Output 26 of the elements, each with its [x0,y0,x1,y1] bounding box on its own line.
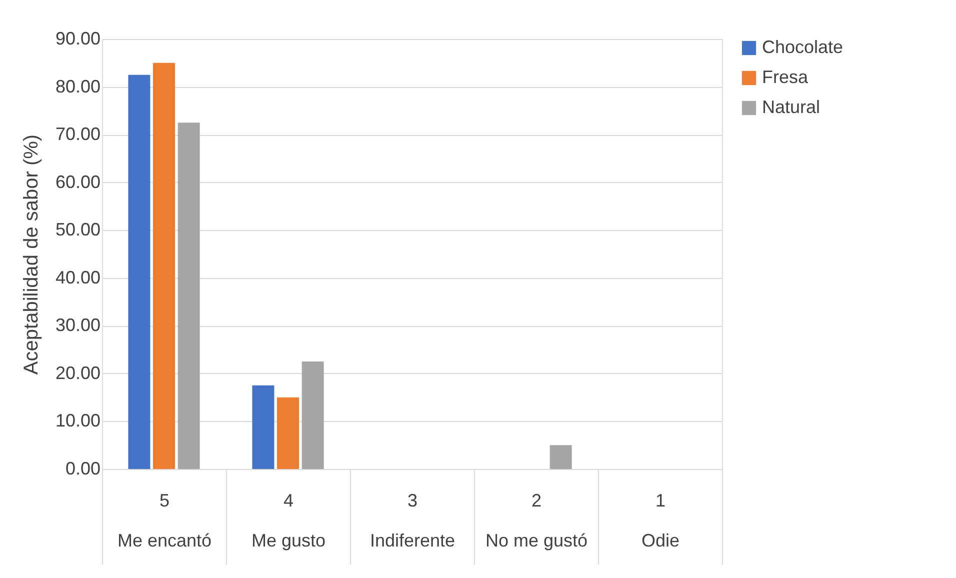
x-tick-label: 4 Me gusto [251,490,326,550]
y-tick-label: 40.00 [55,267,100,288]
legend-label: Fresa [762,67,809,87]
y-tick-label: 80.00 [55,76,100,96]
x-tick-label: 3 Indiferente [370,490,456,550]
y-tick-label: 50.00 [55,220,100,240]
y-axis-title: Aceptabilidad de sabor (%) [20,134,42,375]
legend-label: Natural [762,97,820,117]
bar [178,122,200,469]
bar [550,445,572,469]
x-tick-label: 5 Me encantó [117,490,212,550]
y-tick-label: 30.00 [55,315,100,336]
bar [153,62,175,469]
bar [252,385,274,469]
x-tick-label: 2 No me gustó [485,490,588,550]
bar [302,362,324,469]
y-tick-label: 90.00 [55,28,100,48]
y-tick-label: 60.00 [55,172,100,192]
x-tick-label: 1 Odie [641,490,680,550]
y-tick-label: 70.00 [55,124,100,144]
y-tick-label: 10.00 [55,410,100,431]
bar [128,74,150,469]
y-tick-label: 20.00 [55,362,100,383]
y-tick-label: 0.00 [65,458,100,478]
bar [277,397,299,469]
legend-label: Chocolate [762,37,844,57]
